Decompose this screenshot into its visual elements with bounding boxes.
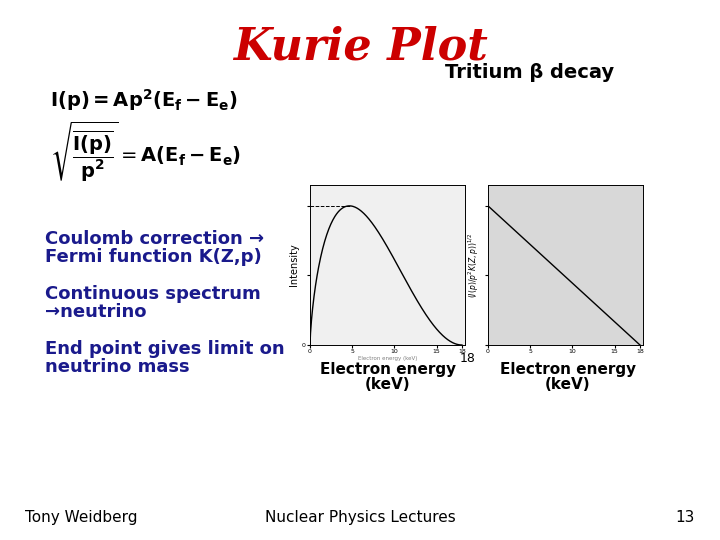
Text: Kurie Plot: Kurie Plot: [233, 25, 487, 68]
Y-axis label: Intensity: Intensity: [289, 244, 300, 286]
Text: (keV): (keV): [545, 377, 591, 392]
Text: Coulomb correction →: Coulomb correction →: [45, 230, 264, 248]
Text: Electron energy: Electron energy: [320, 362, 456, 377]
Text: Electron energy: Electron energy: [500, 362, 636, 377]
Text: 18: 18: [460, 352, 476, 365]
Text: Nuclear Physics Lectures: Nuclear Physics Lectures: [265, 510, 455, 525]
Text: →neutrino: →neutrino: [45, 303, 146, 321]
Y-axis label: $(I(p)/p^2K(Z,p))^{1/2}$: $(I(p)/p^2K(Z,p))^{1/2}$: [467, 232, 481, 298]
Text: (keV): (keV): [365, 377, 411, 392]
Text: neutrino mass: neutrino mass: [45, 358, 189, 376]
Text: $\sqrt{\dfrac{\mathbf{\overline{I(p)}}}{\ \mathbf{p^2}\ }} = \mathbf{A(E_f - E_e: $\sqrt{\dfrac{\mathbf{\overline{I(p)}}}{…: [50, 119, 241, 185]
Text: $\mathbf{I(p) = Ap^2(E_f - E_e)}$: $\mathbf{I(p) = Ap^2(E_f - E_e)}$: [50, 87, 238, 113]
Text: 13: 13: [675, 510, 695, 525]
Text: Tritium β decay: Tritium β decay: [446, 63, 615, 82]
Text: Continuous spectrum: Continuous spectrum: [45, 285, 261, 303]
Text: Tony Weidberg: Tony Weidberg: [25, 510, 138, 525]
X-axis label: Electron energy (keV): Electron energy (keV): [358, 355, 417, 361]
Text: End point gives limit on: End point gives limit on: [45, 340, 284, 358]
Text: Fermi function K(Z,p): Fermi function K(Z,p): [45, 248, 262, 266]
